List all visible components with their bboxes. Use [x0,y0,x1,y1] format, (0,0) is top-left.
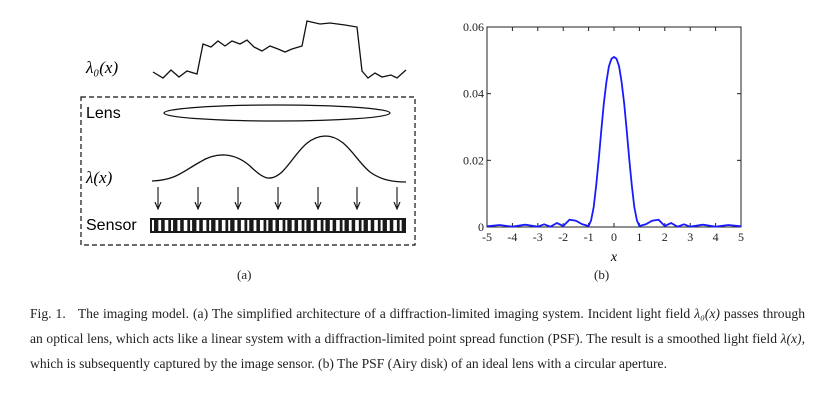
sensor-pixel [240,220,245,231]
sensor-pixel [342,220,345,231]
sensor-pixel [399,220,402,231]
down-arrow-icon [234,187,242,211]
sensor-pixel [196,220,200,231]
x-tick-label: -2 [558,230,568,244]
sensor-pixel [183,220,188,231]
sensor-pixel [228,220,231,231]
sensor-pixel [323,220,326,231]
caption-text-2: passes through an optical lens, which ac… [30,306,805,346]
sensor-pixel [304,220,307,231]
x-axis-ticks: -5 -4 -3 -2 -1 0 1 2 3 4 5 [482,27,744,244]
sensor-pixel [234,220,238,231]
sensor-pixel [291,220,295,231]
down-arrow-icon [314,187,322,211]
x-tick-label: -1 [584,230,594,244]
psf-chart: -5 -4 -3 -2 -1 0 1 2 3 4 5 0 0.02 0.04 0.06 x [463,20,744,265]
subfigure-label-b: (b) [594,267,610,282]
down-arrow-icon [274,187,282,211]
panel-a: λ₀(x) Lens λ(x) Sensor [80,20,416,246]
sensor-pixel [329,220,333,231]
sensor-pixel [177,220,181,231]
down-arrow-icon [154,187,162,211]
sensor-pixel [266,220,269,231]
sensor-pixel [386,220,390,231]
sensor-pixel [158,220,162,231]
sensor-pixel [361,220,364,231]
sensor-pixel [285,220,288,231]
lens-label: Lens [86,105,121,122]
down-arrow-icon [393,187,401,211]
sensor-label: Sensor [86,217,137,234]
y-tick-label: 0 [478,220,484,234]
x-tick-label: -5 [482,230,492,244]
x-tick-label: 2 [662,230,668,244]
lambda-label: λ(x) [85,168,113,187]
sensor-pixel [209,220,212,231]
sensor-pixel [348,220,352,231]
sensor-pixel [259,220,264,231]
figure-caption: Fig. 1. The imaging model. (a) The simpl… [30,301,805,376]
sensor-pixel [374,220,378,231]
x-tick-label: 4 [713,230,719,244]
x-tick-label: -3 [533,230,543,244]
sensor-pixel-strip [150,218,406,233]
x-tick-label: -4 [507,230,517,244]
sensor-pixel [336,220,340,231]
sensor-arrows [154,187,401,211]
sensor-pixel [190,220,193,231]
sensor-pixel [279,220,283,231]
sensor-pixel [171,220,174,231]
y-axis-ticks: 0 0.02 0.04 0.06 [463,20,741,234]
sensor-pixel [310,220,314,231]
x-tick-label: 3 [687,230,693,244]
sensor-pixel [164,220,169,231]
sensor-pixel [247,220,250,231]
caption-math-lambda: λ(x) [780,331,802,346]
lambda0-label: λ₀(x) [85,58,118,77]
sensor-pixel [221,220,226,231]
sensor-pixel [367,220,371,231]
caption-math-lambda0: λ₀(x) [694,306,720,321]
caption-text-1: The imaging model. (a) The simplified ar… [77,306,695,321]
sensor-pixel [393,220,397,231]
sensor-pixel [355,220,359,231]
y-tick-label: 0.04 [463,87,484,101]
sensor-pixel [215,220,219,231]
input-signal-curve [152,20,407,79]
sensor-pixel [253,220,257,231]
sensor-pixel [298,220,302,231]
y-tick-label: 0.06 [463,20,484,34]
x-tick-label: 5 [738,230,744,244]
psf-series-line [486,55,742,228]
x-axis-label: x [610,250,618,265]
sensor-pixel [152,220,154,231]
x-tick-label: 1 [636,230,642,244]
lens-shape [163,104,391,122]
sensor-pixel [317,220,321,231]
sensor-pixel [272,220,276,231]
x-tick-label: 0 [611,230,617,244]
y-tick-label: 0.02 [463,153,484,167]
sensor-pixel [202,220,207,231]
system-frame [80,96,416,246]
caption-text-3: , which is subsequently captured by the … [30,331,805,371]
smoothed-signal-curve [151,135,407,183]
subfigure-label-a: (a) [237,267,252,282]
down-arrow-icon [353,187,361,211]
sensor-pixel [380,220,383,231]
caption-figure-label: Fig. 1. [30,306,66,321]
down-arrow-icon [194,187,202,211]
